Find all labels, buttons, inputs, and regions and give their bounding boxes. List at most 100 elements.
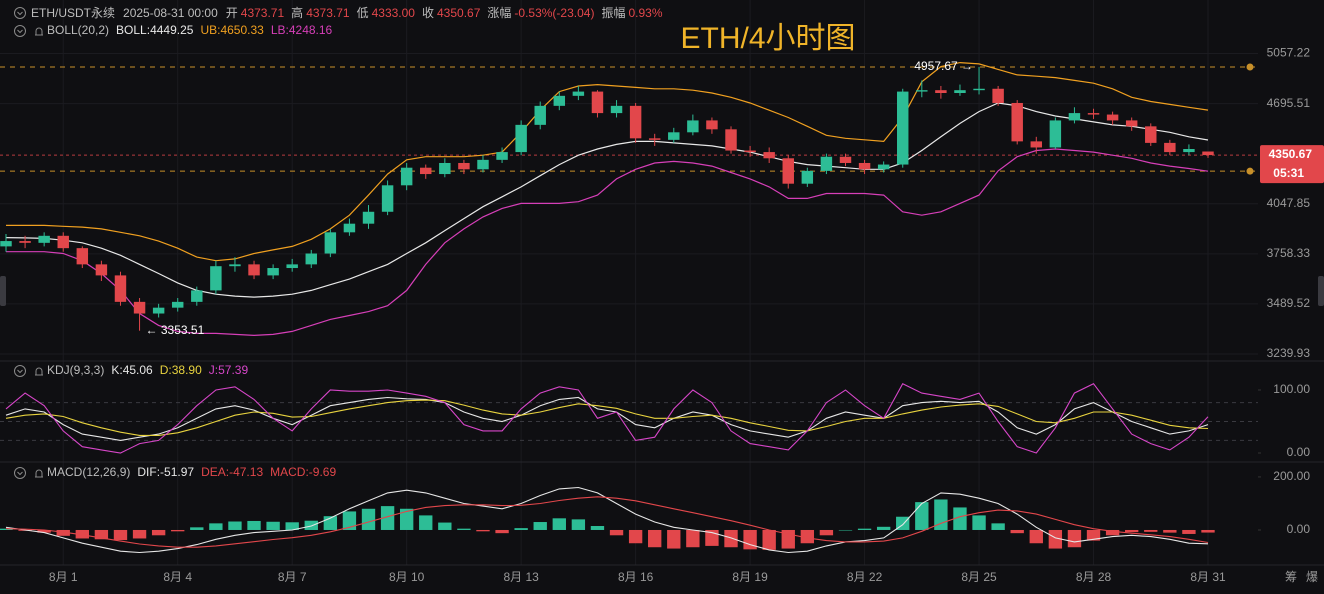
ohlc-value: 4350.67: [437, 6, 481, 20]
macd-bar: [609, 529, 624, 536]
macd-bar: [724, 529, 738, 548]
last-price-box: [1260, 145, 1324, 184]
collapse-icon[interactable]: [14, 7, 26, 19]
macd-bar: [648, 529, 662, 548]
ohlc-label: 收: [422, 6, 434, 20]
y-tick-label: 3489.52: [1267, 296, 1311, 310]
candle-body: [591, 91, 604, 114]
y-tick-label: 3758.33: [1267, 246, 1311, 260]
macd-bar: [75, 529, 89, 539]
x-tick-label: 8月 16: [618, 570, 654, 584]
candle-body: [515, 124, 527, 153]
macd-bar: [1086, 529, 1101, 541]
x-tick-label: 8月 28: [1076, 570, 1112, 584]
alert-icon[interactable]: [35, 27, 43, 36]
indicator-name: KDJ(9,3,3): [47, 363, 104, 377]
x-tick-label: 8月 4: [163, 570, 192, 584]
macd-bar: [819, 529, 834, 536]
candle-body: [362, 211, 375, 224]
candle-body: [458, 162, 470, 170]
macd-bar: [533, 522, 547, 530]
legend-entry: K:45.06: [111, 363, 153, 377]
boll-line: [5, 102, 1209, 298]
text-layer: ETH/4小时图 8月 1 8月 4 8月 7 8月 10 8月 13 8月 16 8月 1…: [31, 5, 1324, 584]
candle-body: [935, 90, 947, 93]
tool-button[interactable]: 筹: [1285, 570, 1297, 584]
candle-body: [0, 241, 12, 247]
candle-body: [496, 152, 508, 160]
indicator-line: [5, 382, 1209, 454]
candle-body: [992, 88, 1004, 103]
ohlc-label: 低: [357, 6, 369, 20]
candle-body: [553, 95, 566, 106]
macd-bar: [266, 521, 280, 530]
candle-body: [400, 167, 413, 186]
macd-bar: [590, 526, 605, 530]
candle-body: [267, 268, 279, 276]
candle-body: [248, 264, 260, 276]
candle-body: [820, 156, 833, 171]
collapse-icon[interactable]: [14, 467, 26, 479]
indicator-line: [5, 396, 1209, 441]
legend-icons: [14, 7, 43, 479]
candle-body: [1125, 120, 1138, 127]
ref-line-dot: [1246, 63, 1254, 71]
macd-bar: [953, 507, 967, 530]
candle-body: [973, 88, 985, 91]
ohlc-value: 4373.71: [306, 6, 350, 20]
candle-body: [839, 156, 852, 163]
candle-body: [439, 162, 451, 175]
macd-bar: [151, 529, 166, 536]
x-tick-label: 8月 22: [847, 570, 883, 584]
candle-body: [725, 129, 737, 151]
candle-body: [95, 264, 108, 276]
macd-bar: [1105, 529, 1120, 536]
candle-body: [1202, 151, 1214, 156]
legend-entry: DEA:-47.13: [201, 465, 263, 479]
alert-icon[interactable]: [35, 469, 43, 478]
y-tick-label: 5057.22: [1267, 46, 1311, 60]
macd-bar: [915, 502, 929, 530]
candle-body: [1049, 120, 1062, 148]
ohlc-label: 高: [291, 5, 303, 20]
legend-entry: LB:4248.16: [271, 23, 333, 37]
ohlc-value: 0.93%: [628, 6, 662, 20]
ohlc-value: 4333.00: [372, 6, 416, 20]
boll-line: [6, 148, 1209, 337]
candle-body: [1183, 149, 1195, 153]
macd-bar: [857, 528, 872, 530]
macd-bar: [991, 523, 1005, 530]
alert-icon[interactable]: [35, 367, 43, 376]
legend-entry: UB:4650.33: [200, 23, 264, 37]
candle-body: [1106, 114, 1119, 121]
candle-body: [687, 120, 699, 133]
macd-bar: [495, 529, 509, 534]
side-handle[interactable]: [1318, 276, 1324, 306]
tool-button[interactable]: 爆: [1306, 570, 1318, 584]
macd-bar: [37, 529, 51, 533]
chart-title: ETH/4小时图: [680, 22, 855, 55]
legend-entry: MACD:-9.69: [270, 465, 336, 479]
macd-bar: [476, 529, 490, 532]
candle-body: [877, 164, 890, 170]
indicator-name: BOLL(20,2): [47, 23, 109, 37]
macd-bar: [247, 520, 261, 530]
indicator-name: MACD(12,26,9): [47, 465, 130, 479]
macd-bar: [514, 528, 528, 530]
side-handle[interactable]: [0, 276, 6, 306]
macd-bar: [1010, 529, 1024, 534]
candle-body: [572, 91, 585, 96]
collapse-icon[interactable]: [14, 25, 26, 37]
macd-bar: [228, 521, 242, 530]
collapse-icon[interactable]: [14, 365, 26, 377]
candle-body: [1068, 113, 1081, 121]
macd-bar: [686, 529, 700, 548]
macd-bar: [304, 520, 318, 530]
y-tick-label: 200.00: [1273, 469, 1310, 483]
x-tick-label: 8月 25: [961, 570, 997, 584]
candle-body: [916, 90, 928, 92]
macd-bar: [762, 529, 776, 550]
x-tick-label: 8月 1: [49, 570, 78, 584]
macd-bar: [972, 515, 986, 530]
